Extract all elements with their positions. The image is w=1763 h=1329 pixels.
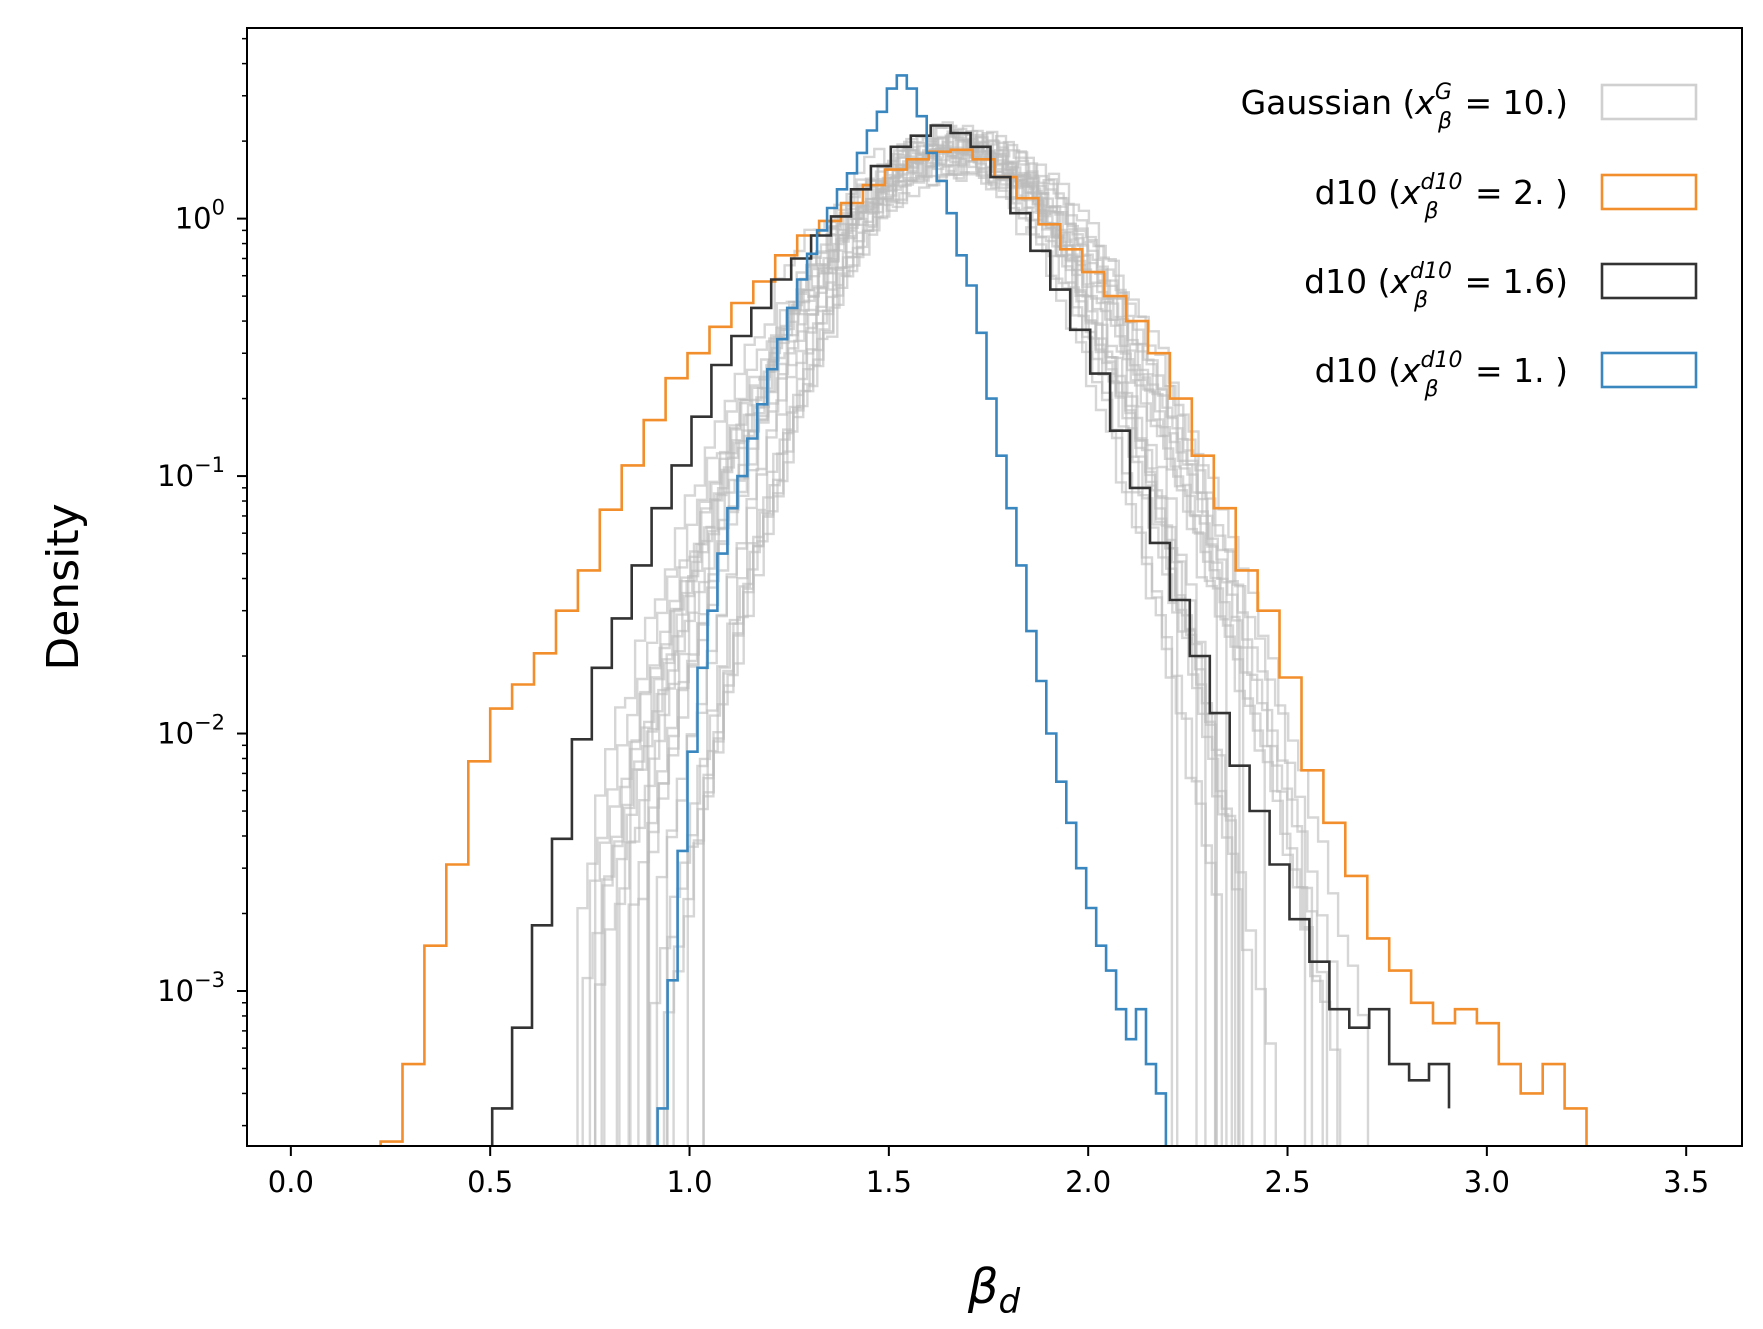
- gaussian-realization-4: [662, 124, 1254, 1146]
- legend-entry-1: Gaussian (xG β = 10.): [1241, 80, 1698, 134]
- y-tick-label: 10−1: [157, 453, 225, 493]
- y-tick-label: 100: [175, 196, 225, 236]
- x-tick-label: 3.0: [1464, 1165, 1510, 1199]
- x-tick-label: 1.5: [866, 1165, 912, 1199]
- gaussian-realization-12: [588, 156, 1339, 1146]
- y-tick-label: 10−3: [157, 968, 225, 1008]
- x-tick-label: 2.5: [1264, 1165, 1310, 1199]
- x-axis-label: βd: [967, 1259, 1021, 1322]
- legend: Gaussian (xG β = 10.) d10 (xd10 β = 2. ) d10…: [1241, 80, 1698, 402]
- legend-swatch: [1600, 351, 1698, 389]
- y-tick-label: 10−2: [157, 711, 225, 751]
- gaussian-realization-11: [686, 160, 1277, 1146]
- x-axis: 0.0 0.5 1.0 1.5 2.0 2.5 3.0 3.5: [268, 1146, 1709, 1199]
- legend-entry-3: d10 (xd10 β = 1.6): [1304, 259, 1698, 313]
- x-tick-label: 1.0: [666, 1165, 712, 1199]
- x-tick-label: 3.5: [1663, 1165, 1709, 1199]
- y-axis: 10−3 10−2 10−1 100: [157, 37, 247, 1127]
- gaussian-realization-21: [600, 145, 1241, 1146]
- legend-label: d10 (xd10 β = 1. ): [1315, 348, 1568, 402]
- gaussian-realization-9: [593, 153, 1324, 1146]
- x-tick-label: 0.0: [268, 1165, 314, 1199]
- legend-label: d10 (xd10 β = 1.6): [1304, 259, 1568, 313]
- legend-label: d10 (xd10 β = 2. ): [1315, 170, 1568, 224]
- series-line-1: [379, 148, 1588, 1146]
- y-axis-label: Density: [38, 503, 89, 670]
- legend-label: Gaussian (xG β = 10.): [1241, 80, 1568, 134]
- legend-swatch: [1600, 262, 1698, 300]
- legend-entry-2: d10 (xd10 β = 2. ): [1315, 170, 1698, 224]
- d10-series: [379, 74, 1588, 1146]
- legend-entry-4: d10 (xd10 β = 1. ): [1315, 348, 1698, 402]
- legend-swatch: [1600, 173, 1698, 211]
- series-line-2: [490, 124, 1451, 1146]
- x-tick-label: 2.0: [1065, 1165, 1111, 1199]
- legend-swatch: [1600, 83, 1698, 121]
- series-line-3: [656, 74, 1168, 1146]
- x-tick-label: 0.5: [467, 1165, 513, 1199]
- plot-frame: [246, 27, 1743, 1147]
- gaussian-realization-20: [594, 126, 1245, 1146]
